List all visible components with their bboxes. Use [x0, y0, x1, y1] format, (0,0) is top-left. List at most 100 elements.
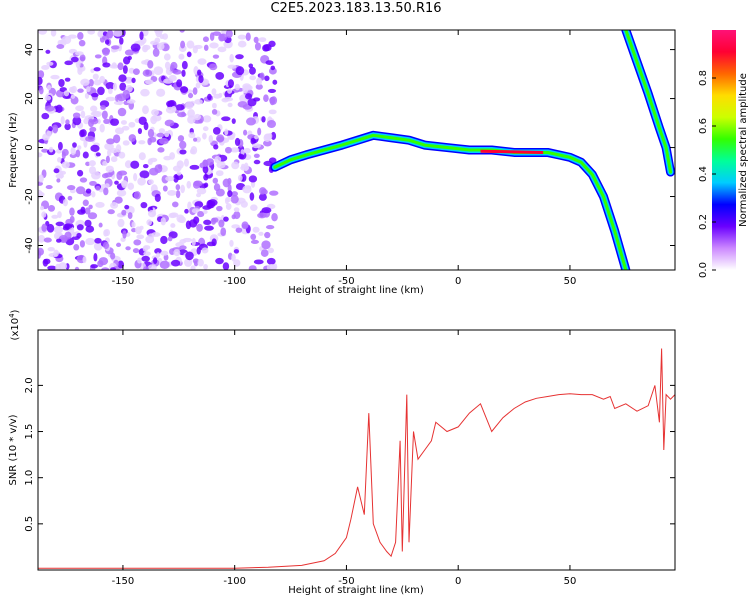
heatmap-cell [227, 190, 233, 198]
heatmap-cell [143, 245, 151, 250]
heatmap-cell [132, 68, 140, 75]
heatmap-cell [270, 131, 277, 140]
heatmap-cell [233, 259, 241, 267]
heatmap-cell [85, 188, 92, 194]
heatmap-cell [124, 160, 133, 169]
heatmap-cell [197, 258, 204, 267]
heatmap-cell [47, 265, 57, 270]
heatmap-cell [118, 151, 126, 159]
heatmap-cell [193, 137, 198, 142]
heatmap-cell [237, 174, 243, 182]
heatmap-cell [219, 33, 228, 41]
heatmap-cell [38, 30, 47, 35]
heatmap-cell [131, 221, 136, 228]
heatmap-cell [195, 82, 201, 89]
heatmap-cell [108, 88, 113, 95]
heatmap-cell [164, 130, 170, 138]
heatmap-cell [80, 56, 86, 61]
heatmap-cell [102, 160, 108, 166]
heatmap-cell [90, 144, 100, 152]
heatmap-cell [38, 76, 43, 86]
colorbar-tick-label: 0.8 [698, 70, 709, 86]
snr-ylabel: SNR (10 * v/v) [8, 414, 19, 485]
heatmap-cell [176, 79, 183, 88]
heatmap-cell [195, 136, 201, 143]
heatmap-cell [38, 191, 45, 198]
heatmap-cell [85, 225, 95, 233]
x-tick-label: 50 [564, 276, 577, 287]
heatmap-cell [124, 204, 130, 210]
heatmap-cell [59, 170, 64, 179]
heatmap-cell [148, 179, 154, 185]
heatmap-cell [101, 267, 110, 270]
heatmap-cell [268, 109, 277, 115]
heatmap-cell [137, 257, 142, 264]
heatmap-cell [256, 77, 263, 86]
spectrogram-frame [37, 29, 676, 271]
heatmap-cell [50, 74, 60, 80]
heatmap-cell [231, 253, 236, 262]
heatmap-cell [184, 208, 189, 214]
heatmap-cell [255, 83, 263, 90]
heatmap-cell [216, 161, 226, 169]
heatmap-cell [261, 116, 266, 123]
heatmap-cell [175, 104, 185, 111]
heatmap-cell [58, 78, 65, 88]
heatmap-cell [106, 30, 114, 39]
heatmap-cell [227, 88, 233, 94]
heatmap-cell [177, 135, 185, 142]
heatmap-cell [242, 185, 252, 194]
colorbar-ticks: 0.0 0.2 0.4 0.6 0.8 [698, 70, 716, 278]
heatmap-cell [44, 105, 55, 112]
heatmap-cell [231, 191, 238, 197]
heatmap-cell [70, 94, 76, 99]
heatmap-cell [183, 158, 189, 167]
heatmap-cell [98, 222, 103, 228]
heatmap-cell [117, 107, 127, 117]
heatmap-cell [97, 260, 104, 268]
heatmap-cell [212, 102, 217, 109]
heatmap-cell [169, 64, 175, 72]
heatmap-cell [47, 205, 56, 212]
heatmap-cell [139, 31, 144, 40]
heatmap-cell [179, 30, 185, 33]
heatmap-cell [225, 197, 232, 203]
heatmap-cell [249, 75, 257, 81]
heatmap-cell [80, 78, 90, 86]
heatmap-cell [38, 234, 45, 243]
heatmap-cell [258, 37, 267, 43]
heatmap-cell [64, 60, 73, 66]
heatmap-cell [146, 219, 152, 226]
heatmap-cell [269, 96, 276, 106]
heatmap-cell [212, 31, 222, 36]
heatmap-cell [207, 93, 212, 101]
heatmap-cell [105, 81, 115, 90]
heatmap-cell [212, 177, 219, 184]
heatmap-cell [138, 116, 147, 126]
heatmap-cell [187, 115, 196, 124]
heatmap-cell [128, 121, 136, 128]
heatmap-cell [91, 191, 96, 198]
heatmap-cell [169, 152, 176, 160]
heatmap-cell [74, 266, 80, 270]
heatmap-ridge-mid [271, 132, 629, 270]
heatmap-cell [101, 35, 110, 40]
heatmap-cell [172, 165, 182, 172]
heatmap-cell [196, 223, 203, 232]
heatmap-cell [121, 180, 128, 189]
heatmap-cell [47, 247, 55, 252]
heatmap-cell [102, 241, 110, 250]
heatmap-cell [154, 164, 163, 174]
heatmap-cell [121, 125, 130, 131]
heatmap-cell [85, 237, 96, 246]
heatmap-cell [175, 184, 181, 191]
colorbar-tick-label: 0.0 [698, 262, 709, 278]
heatmap-cell [180, 86, 189, 94]
heatmap-cell [163, 78, 174, 84]
heatmap-cell [72, 112, 81, 119]
heatmap-cell [253, 259, 264, 265]
heatmap-cell [118, 74, 127, 83]
heatmap-cell [57, 157, 62, 163]
heatmap-cell [102, 62, 111, 68]
spectrogram-panel: -150 -100 -50 0 50 -40 -20 0 20 40 Height of stra… [8, 29, 676, 296]
